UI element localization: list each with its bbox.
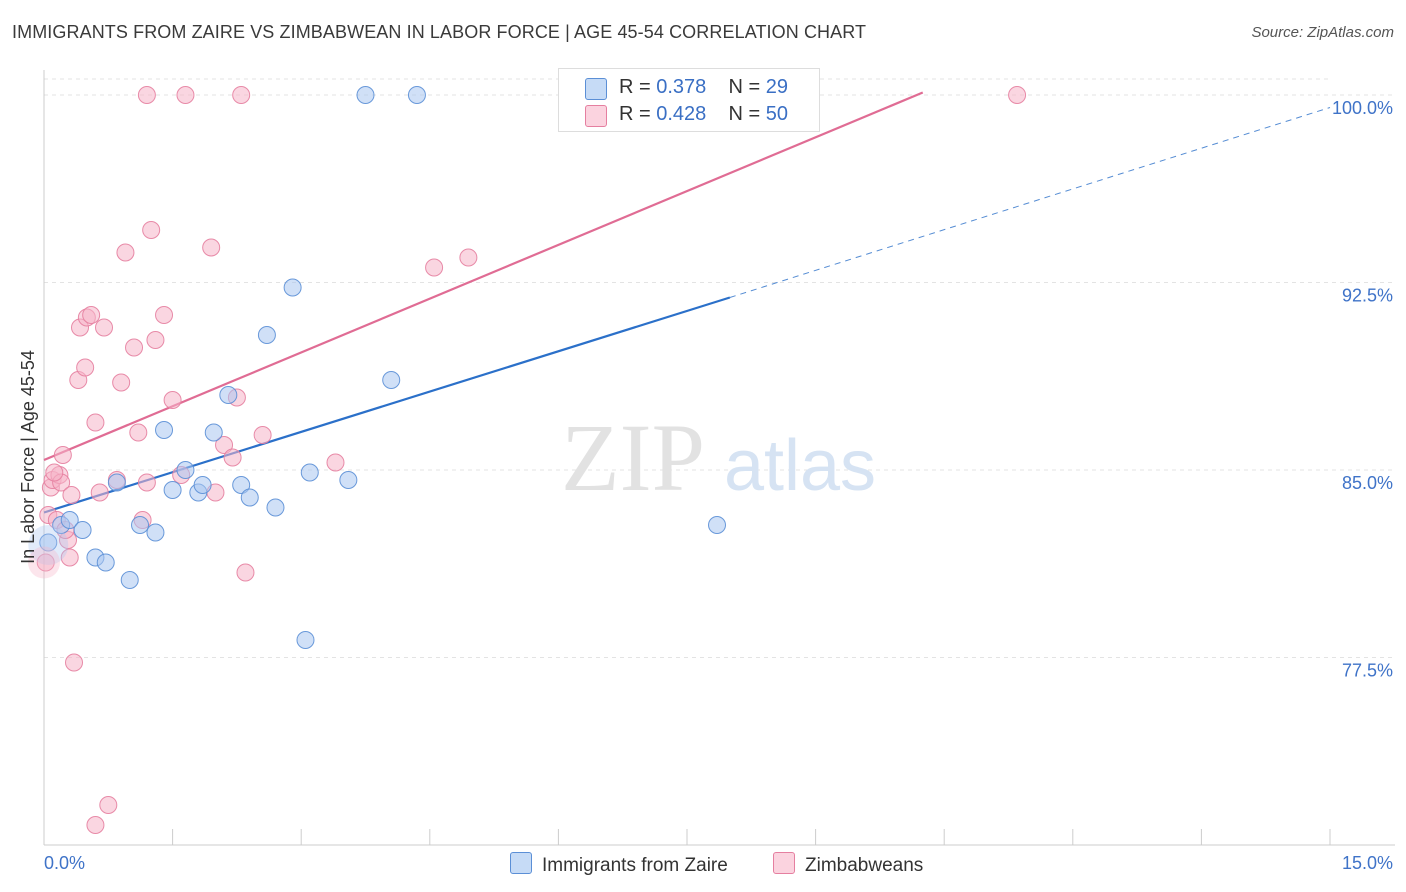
point-zaire	[232, 476, 251, 494]
point-zaire	[96, 553, 115, 572]
point-zimbabwe	[36, 553, 55, 572]
point-zaire	[356, 86, 375, 104]
y-tick-label: 100.0%	[1332, 98, 1393, 118]
point-zaire	[163, 481, 182, 499]
point-zimbabwe	[146, 331, 165, 349]
legend-swatch-zaire	[510, 852, 532, 874]
point-cluster-zimbabwe	[28, 546, 60, 579]
point-zaire	[193, 476, 212, 494]
point-zimbabwe	[76, 358, 95, 377]
point-zaire	[339, 471, 358, 489]
stats-legend: R = 0.378 N = 29 R = 0.428 N = 50	[558, 68, 820, 132]
point-zaire	[407, 86, 426, 104]
point-zimbabwe	[137, 473, 156, 492]
point-zimbabwe	[125, 338, 144, 357]
point-zaire	[155, 421, 174, 439]
trend-line-zaire	[43, 296, 731, 514]
point-zimbabwe	[90, 483, 109, 502]
point-zaire	[107, 473, 126, 492]
trend-line-zimbabwe	[43, 91, 924, 462]
legend-swatch-zimbabwe	[773, 852, 795, 874]
chart-title: IMMIGRANTS FROM ZAIRE VS ZIMBABWEAN IN L…	[12, 22, 867, 42]
y-tick-labels: 77.5% 85.0% 92.5% 100.0%	[1332, 98, 1393, 681]
point-zaire	[131, 516, 150, 534]
point-zimbabwe	[223, 448, 242, 467]
point-zaire	[283, 278, 302, 297]
legend-n-value: 29	[765, 76, 789, 98]
data-points	[28, 86, 1027, 834]
point-zimbabwe	[326, 453, 345, 472]
point-zimbabwe	[236, 563, 255, 582]
legend-label-zimbabwe: Zimbabweans	[805, 855, 924, 876]
point-zimbabwe	[86, 413, 105, 432]
watermark-atlas: atlas	[724, 426, 876, 506]
point-zaire	[708, 516, 727, 534]
legend-item-zimbabwe[interactable]: Zimbabweans	[773, 852, 923, 877]
legend-label-zaire: Immigrants from Zaire	[542, 855, 728, 876]
point-zimbabwe	[155, 306, 174, 324]
point-zimbabwe	[1008, 86, 1027, 104]
legend-item-zaire[interactable]: Immigrants from Zaire	[510, 852, 728, 877]
point-zimbabwe	[62, 486, 81, 504]
point-zimbabwe	[202, 238, 221, 257]
point-zaire	[146, 523, 165, 542]
point-zimbabwe	[86, 816, 105, 834]
y-tick-label: 85.0%	[1342, 473, 1393, 493]
point-zimbabwe	[253, 426, 272, 444]
x-tick-label: 0.0%	[44, 853, 85, 873]
y-axis-label: In Labor Force | Age 45-54	[18, 350, 38, 564]
point-zimbabwe	[65, 653, 84, 672]
legend-swatch-zaire	[585, 78, 607, 100]
point-zimbabwe	[116, 243, 135, 262]
point-zimbabwe	[99, 796, 118, 814]
point-zaire	[257, 326, 276, 344]
point-zimbabwe	[137, 86, 156, 104]
point-zaire	[382, 371, 401, 389]
y-tick-label: 92.5%	[1342, 286, 1393, 306]
point-zaire	[240, 488, 259, 507]
axes	[43, 70, 1395, 846]
point-zimbabwe	[53, 446, 72, 464]
point-zimbabwe	[60, 548, 79, 567]
legend-n-value: 50	[765, 103, 789, 125]
point-zimbabwe	[459, 248, 478, 267]
x-tick-label: 15.0%	[1342, 853, 1393, 873]
point-zaire	[60, 511, 79, 529]
point-zaire	[39, 533, 58, 552]
legend-r-label: R =	[619, 76, 651, 98]
point-zimbabwe	[163, 391, 182, 409]
point-zimbabwe	[95, 318, 114, 337]
legend-n-label: N =	[728, 103, 761, 125]
point-zaire	[300, 463, 319, 482]
legend-r-label: R =	[619, 103, 651, 125]
point-zaire	[204, 423, 223, 442]
point-zaire	[120, 571, 139, 589]
legend-r-value: 0.428	[656, 103, 707, 125]
point-zimbabwe	[129, 423, 148, 442]
point-zaire	[296, 631, 315, 649]
point-zimbabwe	[215, 436, 234, 454]
x-tick-labels: 0.0% 15.0%	[44, 853, 1393, 873]
point-zimbabwe	[142, 221, 161, 239]
trend-line-extension	[729, 107, 1331, 298]
point-zimbabwe	[45, 463, 64, 482]
point-zimbabwe	[176, 86, 195, 104]
point-zimbabwe	[425, 258, 444, 277]
point-zaire	[266, 498, 285, 517]
point-zimbabwe	[112, 373, 131, 392]
source-credit: Source: ZipAtlas.com	[1251, 24, 1394, 41]
y-tick-label: 77.5%	[1342, 661, 1393, 681]
trend-lines	[43, 91, 1331, 514]
point-cluster-zaire	[28, 525, 69, 565]
point-zaire	[219, 386, 238, 404]
legend-n-label: N =	[728, 76, 761, 98]
point-zimbabwe	[82, 306, 101, 324]
point-zimbabwe	[232, 86, 251, 104]
point-zaire	[176, 461, 195, 479]
watermark-zip: ZIP	[561, 404, 705, 511]
legend-swatch-zimbabwe	[585, 105, 607, 127]
point-zaire	[73, 521, 92, 539]
legend-r-value: 0.378	[656, 76, 707, 98]
